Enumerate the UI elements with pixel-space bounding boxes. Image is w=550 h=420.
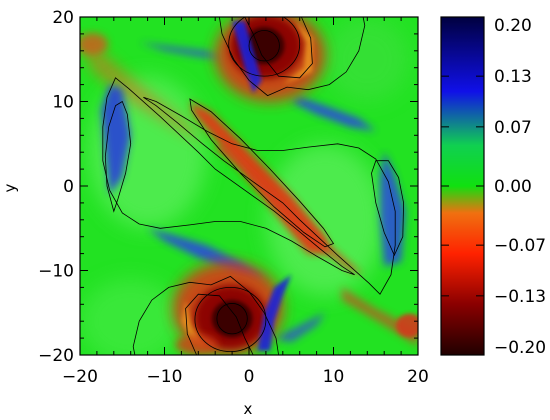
y-axis: −20 −10 0 10 20 bbox=[38, 8, 418, 366]
field-patch bbox=[175, 334, 218, 355]
y-tick-label: −20 bbox=[38, 346, 74, 366]
contour-line bbox=[143, 96, 396, 295]
contour-line bbox=[104, 100, 132, 213]
contour-line bbox=[244, 17, 313, 79]
x-tick-label: 10 bbox=[323, 367, 345, 387]
contour-line bbox=[132, 275, 279, 355]
field-patch bbox=[80, 278, 182, 355]
field-patch bbox=[274, 312, 325, 343]
colorbar-ticks: 0.20 0.13 0.07 0.00 −0.07 −0.13 −0.20 bbox=[441, 16, 546, 358]
colorbar-tick-label: 0.00 bbox=[494, 177, 532, 197]
x-tick-label: 0 bbox=[244, 367, 255, 387]
colorbar-tick-label: 0.07 bbox=[494, 118, 532, 138]
x-axis: −20 −10 0 10 20 bbox=[62, 17, 429, 387]
field-map bbox=[80, 17, 418, 355]
colorbar: 0.20 0.13 0.07 0.00 −0.07 −0.13 −0.20 bbox=[440, 16, 546, 358]
colorbar-tick-label: −0.13 bbox=[494, 287, 546, 307]
contour-line bbox=[185, 293, 254, 355]
colorbar-tick-label: 0.13 bbox=[494, 67, 532, 87]
x-tick-label: −10 bbox=[147, 367, 183, 387]
contour-line bbox=[102, 77, 355, 276]
field-patch bbox=[80, 33, 108, 56]
colorbar-tick-label: −0.20 bbox=[494, 338, 546, 358]
colorbar-tick-label: −0.07 bbox=[494, 236, 546, 256]
contour-line bbox=[228, 17, 301, 77]
field-patch bbox=[181, 300, 206, 347]
field-patch bbox=[265, 143, 385, 296]
contour-line bbox=[216, 303, 248, 335]
field-patch bbox=[282, 21, 313, 85]
contour-line bbox=[248, 30, 280, 62]
contour-line bbox=[189, 98, 335, 248]
field-patch bbox=[325, 17, 410, 102]
field-patch bbox=[139, 42, 224, 60]
colorbar-tick-label: 0.20 bbox=[494, 16, 532, 36]
contour-line bbox=[371, 160, 405, 257]
field-patch bbox=[396, 313, 418, 338]
field-patch bbox=[257, 274, 292, 351]
y-tick-label: 0 bbox=[63, 177, 74, 197]
y-tick-label: −10 bbox=[38, 262, 74, 282]
x-tick-label: 20 bbox=[407, 367, 429, 387]
contour-lines bbox=[102, 17, 405, 355]
plot-area bbox=[79, 16, 419, 356]
field-patch bbox=[80, 38, 207, 144]
x-axis-title: x bbox=[244, 400, 253, 418]
field-patch bbox=[101, 84, 131, 195]
x-tick-label: −20 bbox=[62, 367, 98, 387]
contour-line bbox=[194, 287, 267, 353]
y-axis-title: y bbox=[1, 183, 19, 192]
field-patch bbox=[211, 300, 253, 338]
y-tick-label: 10 bbox=[52, 93, 74, 113]
field-patch bbox=[291, 97, 376, 132]
contour-line bbox=[219, 17, 366, 97]
y-tick-label: 20 bbox=[52, 8, 74, 28]
